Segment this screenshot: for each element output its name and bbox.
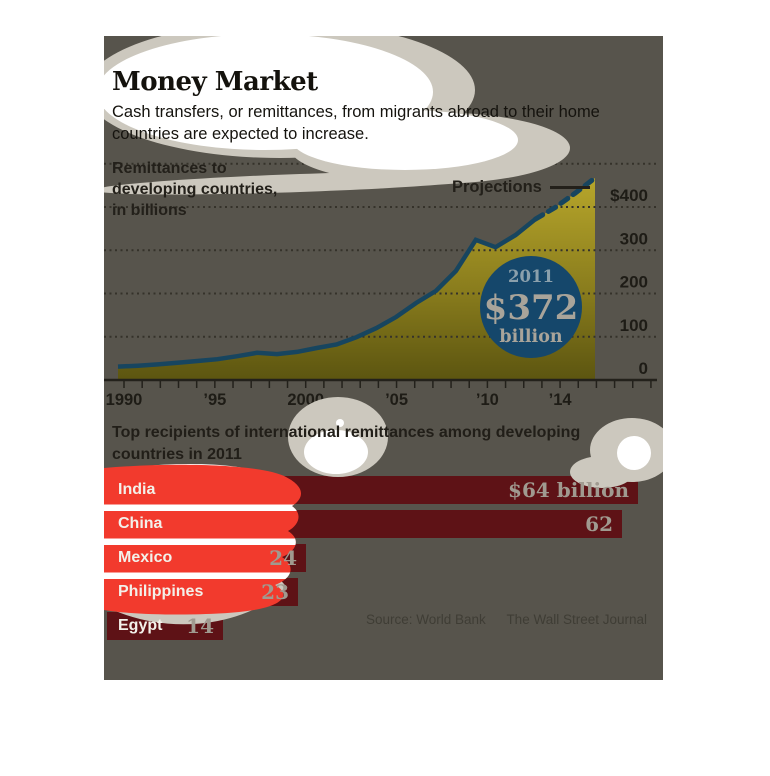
- remittances-area-chart: 1990 ’95 2000 ’05 ’10 ’14 $400 300 200 100 0 2011 $3…: [104, 162, 657, 409]
- y-axis-label: 0: [639, 359, 648, 378]
- bar-value: $64 billion: [508, 478, 629, 502]
- journal-credit: The Wall Street Journal: [506, 612, 647, 627]
- y-axis-label: 100: [620, 316, 648, 335]
- projections-pointer-line: [549, 186, 590, 189]
- caption-line-3: in billions: [112, 202, 187, 219]
- callout-circle-2011: [480, 256, 582, 358]
- page-subtitle: Cash transfers, or remittances, from mig…: [112, 102, 600, 145]
- y-axis-label: $400: [610, 186, 648, 205]
- subtitle-line-2: countries are expected to increase.: [112, 124, 369, 143]
- projection-dashed-line: [532, 175, 598, 222]
- page-title: Money Market: [112, 67, 318, 97]
- bar-value: 62: [585, 512, 613, 536]
- bar-heading-line-2: countries in 2011: [112, 445, 242, 463]
- projections-annotation: Projections: [452, 178, 590, 197]
- x-axis-label: ’05: [385, 391, 408, 409]
- bar-label: India: [118, 481, 156, 498]
- x-axis-label: ’10: [476, 391, 499, 409]
- y-axis-label: 300: [620, 229, 648, 248]
- x-axis-label: 2000: [287, 391, 324, 409]
- caption-line-1: Remittances to: [112, 160, 227, 177]
- remittances-line: [117, 217, 537, 369]
- source-credit: Source: World Bank: [366, 612, 486, 627]
- caption-line-2: developing countries,: [112, 181, 278, 198]
- bar-label: Mexico: [118, 549, 173, 566]
- projections-label: Projections: [452, 178, 542, 196]
- bar-chart-heading: Top recipients of international remittan…: [112, 422, 580, 465]
- bar-heading-line-1: Top recipients of international remittan…: [112, 424, 581, 441]
- subtitle-line-1: Cash transfers, or remittances, from mig…: [112, 103, 600, 121]
- bar-value: 14: [186, 614, 214, 638]
- money-market-card: 1990 ’95 2000 ’05 ’10 ’14 $400 300 200 100 0 2011 $3…: [104, 36, 663, 680]
- bar-value: 24: [269, 546, 297, 570]
- bar-value: 23: [261, 580, 289, 604]
- bar-label: China: [118, 515, 163, 532]
- bar-label: Egypt: [118, 617, 163, 634]
- callout-value: $372: [484, 288, 579, 328]
- x-axis-label: ’95: [203, 391, 226, 409]
- y-axis-label: 200: [620, 273, 648, 292]
- callout-unit: billion: [499, 327, 563, 347]
- callout-year: 2011: [508, 267, 554, 286]
- x-axis-label: ’14: [549, 391, 573, 409]
- area-fill: [118, 178, 595, 380]
- line-chart-axis-caption: Remittances to developing countries, in …: [112, 158, 277, 221]
- x-axis-label: 1990: [106, 391, 143, 409]
- bar-label: Philippines: [118, 583, 204, 600]
